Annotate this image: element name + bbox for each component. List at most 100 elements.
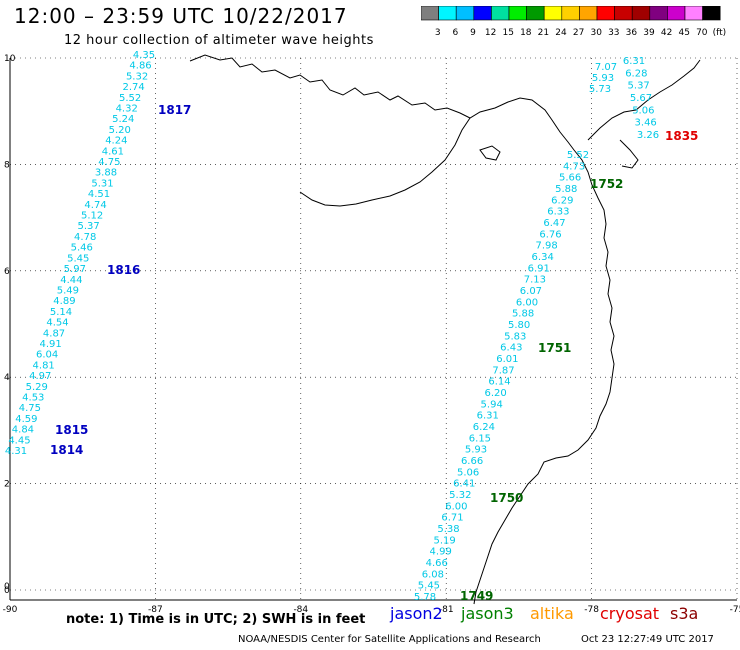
wave-height-label: 2.74 bbox=[122, 82, 144, 93]
graticule bbox=[9, 57, 738, 600]
wave-height-label: 5.31 bbox=[91, 178, 113, 189]
wave-height-label: 5.45 bbox=[418, 581, 440, 592]
pass-time-label: 1814 bbox=[50, 443, 83, 457]
colorbar-label: 30 bbox=[590, 28, 602, 38]
pass-time-label: 1816 bbox=[107, 263, 140, 277]
x-tick-label: -78 bbox=[584, 605, 599, 615]
wave-height-label: 4.51 bbox=[88, 189, 110, 200]
wave-height-label: 5.29 bbox=[26, 382, 48, 393]
wave-height-label: 5.78 bbox=[414, 592, 436, 603]
wave-height-label: 4.99 bbox=[430, 547, 452, 558]
wave-height-label: 5.73 bbox=[589, 84, 611, 95]
wave-height-label: 6.14 bbox=[488, 377, 510, 388]
colorbar-swatch bbox=[702, 6, 721, 21]
colorbar-label: 33 bbox=[608, 28, 619, 38]
wave-height-label: 5.19 bbox=[433, 535, 455, 546]
coastline bbox=[189, 54, 701, 605]
wave-height-label: 4.75 bbox=[98, 157, 120, 168]
wave-height-label: 4.44 bbox=[60, 275, 82, 286]
wave-height-label: 5.06 bbox=[632, 105, 654, 116]
credit-line: NOAA/NESDIS Center for Satellite Applica… bbox=[238, 634, 541, 645]
wave-height-label: 5.88 bbox=[512, 309, 534, 320]
satellite-name: s3a bbox=[670, 604, 699, 623]
wave-height-label: 4.84 bbox=[12, 425, 34, 436]
wave-height-label: 4.81 bbox=[33, 360, 55, 371]
wave-height-label: 6.43 bbox=[500, 343, 522, 354]
wave-height-label: 6.33 bbox=[547, 207, 569, 218]
wave-height-label: 5.46 bbox=[71, 243, 93, 254]
pass-time-label: 1752 bbox=[590, 177, 623, 191]
wave-height-label: 4.73 bbox=[563, 161, 585, 172]
y-tick-label: 0 bbox=[4, 586, 10, 596]
wave-height-label: 4.24 bbox=[105, 136, 127, 147]
wave-height-label: 6.20 bbox=[484, 388, 506, 399]
x-tick-label: -84 bbox=[293, 605, 308, 615]
wave-height-label: 6.04 bbox=[36, 350, 58, 361]
wave-height-label: 6.08 bbox=[422, 569, 444, 580]
y-tick-label: 6 bbox=[4, 267, 10, 277]
wave-height-label: 5.14 bbox=[50, 307, 72, 318]
wave-height-label: 6.28 bbox=[625, 68, 647, 79]
wave-height-label: 5.83 bbox=[504, 331, 526, 342]
colorbar-label: 27 bbox=[573, 28, 584, 38]
wave-height-label: 7.98 bbox=[535, 241, 557, 252]
wave-height-label: 4.91 bbox=[39, 339, 61, 350]
wave-height-label: 4.45 bbox=[8, 435, 30, 446]
wave-height-label: 4.31 bbox=[5, 446, 27, 457]
wave-height-label: 4.35 bbox=[133, 50, 155, 61]
x-tick-label: -87 bbox=[148, 605, 163, 615]
wave-height-label: 6.07 bbox=[520, 286, 542, 297]
wave-height-label: 5.37 bbox=[78, 221, 100, 232]
x-tick-label: -81 bbox=[439, 605, 454, 615]
wave-height-label: 6.29 bbox=[551, 195, 573, 206]
wave-height-label: 5.97 bbox=[64, 264, 86, 275]
wave-height-label: 6.66 bbox=[461, 456, 483, 467]
wave-height-label: 5.93 bbox=[592, 73, 614, 84]
wave-height-label: 6.31 bbox=[477, 411, 499, 422]
wave-height-label: 4.89 bbox=[53, 296, 75, 307]
y-tick-label: 2 bbox=[4, 480, 10, 490]
colorbar-label: 6 bbox=[453, 28, 459, 38]
wave-height-label: 5.49 bbox=[57, 285, 79, 296]
wave-height-label: 6.31 bbox=[623, 56, 645, 67]
colorbar-label: 21 bbox=[538, 28, 549, 38]
footnote: note: 1) Time is in UTC; 2) SWH is in fe… bbox=[66, 612, 366, 627]
coastline-inlet bbox=[619, 139, 639, 169]
wave-height-label: 6.76 bbox=[539, 229, 561, 240]
x-tick-label: -90 bbox=[3, 605, 18, 615]
wave-height-label: 5.20 bbox=[109, 125, 131, 136]
wave-height-label: 5.67 bbox=[630, 93, 652, 104]
timestamp: Oct 23 12:27:49 UTC 2017 bbox=[581, 634, 714, 645]
colorbar-label: 39 bbox=[643, 28, 655, 38]
colorbar-label: 42 bbox=[661, 28, 672, 38]
wave-height-label: 5.32 bbox=[449, 490, 471, 501]
wave-height-label: 3.88 bbox=[95, 168, 117, 179]
wave-height-label: 6.71 bbox=[441, 513, 463, 524]
wave-height-label: 5.52 bbox=[119, 93, 141, 104]
pass-time-label: 1750 bbox=[490, 491, 523, 505]
wave-height-label: 4.87 bbox=[43, 328, 65, 339]
wave-height-label: 5.93 bbox=[465, 445, 487, 456]
wave-height-label: 5.24 bbox=[112, 114, 134, 125]
pass-time-label: 1749 bbox=[460, 589, 493, 603]
wave-height-label: 5.88 bbox=[555, 184, 577, 195]
satellite-name: altika bbox=[530, 604, 574, 623]
wave-height-label: 4.53 bbox=[22, 392, 44, 403]
wave-height-label: 5.38 bbox=[437, 524, 459, 535]
wave-height-label: 6.00 bbox=[445, 501, 467, 512]
wave-height-label: 4.86 bbox=[129, 61, 151, 72]
wave-height-label: 4.74 bbox=[84, 200, 106, 211]
wave-height-label: 6.34 bbox=[532, 252, 554, 263]
wave-height-label: 5.06 bbox=[457, 467, 479, 478]
wave-height-label: 5.32 bbox=[126, 71, 148, 82]
satellite-name: cryosat bbox=[600, 604, 660, 623]
satellite-name: jason3 bbox=[461, 604, 514, 623]
wave-height-colorbar: 3 6 9 12 15 18 21 24 27 30 33 36 39 42 45 70 (ft) bbox=[421, 6, 726, 38]
altimeter-tracks: 4.354.865.322.745.524.325.245.204.244.61… bbox=[5, 50, 699, 603]
colorbar-label: 3 bbox=[435, 28, 441, 38]
colorbar-label: 36 bbox=[626, 28, 638, 38]
pass-time-label: 1835 bbox=[665, 129, 698, 143]
coastline-island bbox=[479, 145, 501, 161]
wave-height-label: 5.45 bbox=[67, 253, 89, 264]
